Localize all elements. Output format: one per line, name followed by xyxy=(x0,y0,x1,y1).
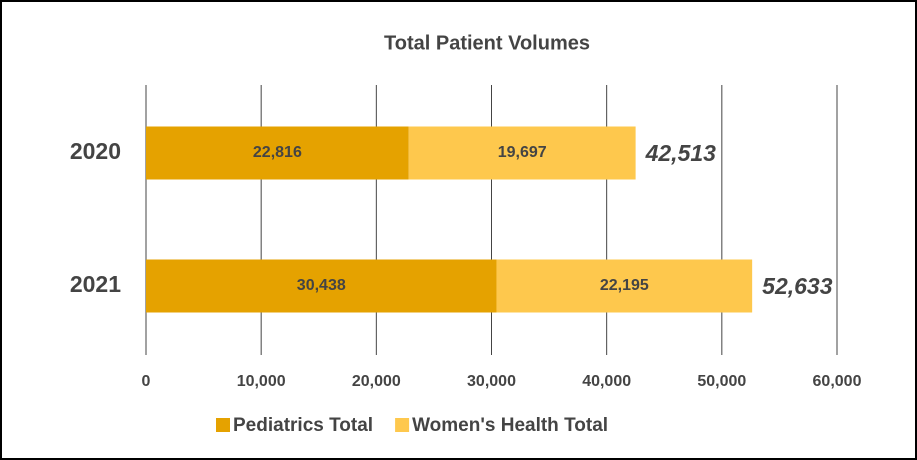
total-label: 52,633 xyxy=(762,273,833,299)
x-tick-label: 0 xyxy=(142,373,151,390)
y-tick-label: 2021 xyxy=(70,271,121,297)
data-label: 19,697 xyxy=(498,144,547,161)
x-tick-label: 60,000 xyxy=(813,373,862,390)
chart-title: Total Patient Volumes xyxy=(384,32,590,54)
x-tick-label: 40,000 xyxy=(582,373,631,390)
legend-label: Pediatrics Total xyxy=(233,415,373,436)
legend-swatch xyxy=(395,418,410,432)
y-tick-label: 2020 xyxy=(70,138,121,164)
data-label: 22,195 xyxy=(600,277,649,294)
x-tick-label: 10,000 xyxy=(237,373,286,390)
bar-segment xyxy=(146,259,497,313)
total-label: 42,513 xyxy=(645,140,717,166)
data-label: 22,816 xyxy=(253,144,302,161)
legend-swatch xyxy=(216,418,230,432)
data-label: 30,438 xyxy=(297,277,346,294)
legend-label: Women's Health Total xyxy=(412,415,608,436)
bar-segment xyxy=(496,259,753,313)
x-tick-label: 50,000 xyxy=(697,373,746,390)
x-tick-label: 30,000 xyxy=(467,373,516,390)
x-tick-label: 20,000 xyxy=(352,373,401,390)
bar-segment xyxy=(408,126,636,180)
bar-segment xyxy=(146,126,409,180)
